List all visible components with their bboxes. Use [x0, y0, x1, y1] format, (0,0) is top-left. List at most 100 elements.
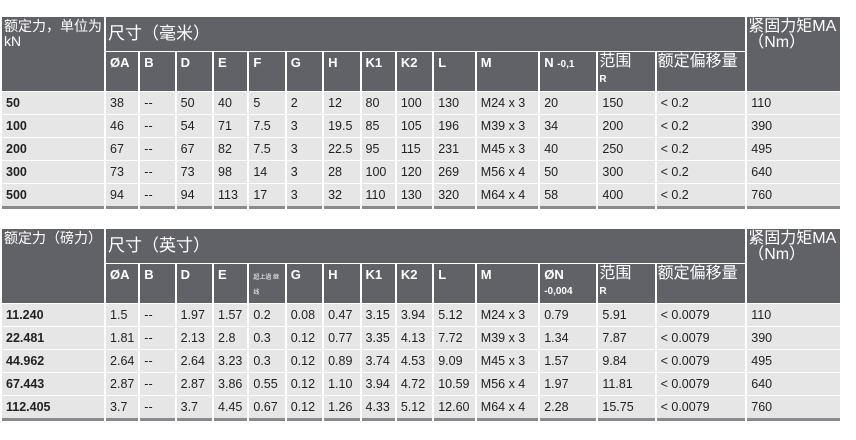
- table-cell: 98: [214, 161, 248, 183]
- table-cell: 3: [286, 184, 323, 209]
- table-cell: 73: [106, 161, 139, 183]
- table-cell: 82: [214, 138, 248, 160]
- range-column-header: 范围 R: [598, 264, 655, 303]
- table-cell: --: [140, 373, 175, 395]
- table-cell: 12.60: [434, 396, 475, 421]
- table-cell: 500: [2, 184, 105, 209]
- column-header: D: [176, 264, 213, 303]
- column-header-label: E: [218, 55, 227, 70]
- table-cell: --: [140, 115, 175, 137]
- table-cell: 0.2: [249, 304, 285, 326]
- table-row: 50 38 -- 50 40 5 2 12 80 100 130 M24 x 3 20 150 < 0.2 1…: [2, 92, 840, 114]
- table-cell: 2.87: [176, 373, 213, 395]
- table-cell: 495: [747, 138, 840, 160]
- table-cell: M45 x 3: [476, 138, 539, 160]
- n-label: ØN: [544, 267, 564, 282]
- torque-header: 紧固力矩MA（Nm）: [747, 17, 840, 91]
- column-header-label: K2: [400, 55, 418, 70]
- table-cell: 7.5: [249, 115, 285, 137]
- range-sub: R: [599, 286, 607, 297]
- table-cell: 14: [249, 161, 285, 183]
- table-cell: 2.87: [106, 373, 139, 395]
- table-cell: 0.12: [286, 327, 323, 349]
- column-header: K2: [396, 52, 433, 91]
- table-cell: 130: [434, 92, 475, 114]
- table-cell: 113: [214, 184, 248, 209]
- table-cell: 0.79: [540, 304, 597, 326]
- table-cell: 11.240: [2, 304, 105, 326]
- table-cell: 0.12: [286, 396, 323, 421]
- column-header-label: ØA: [110, 55, 130, 70]
- table-cell: --: [140, 396, 175, 421]
- column-header: E: [214, 52, 248, 91]
- table-cell: M56 x 4: [476, 373, 539, 395]
- table-row: 100 46 -- 54 71 7.5 3 19.5 85 105 196 M39 x 3 34 200 <…: [2, 115, 840, 137]
- table-cell: 300: [2, 161, 105, 183]
- table-cell: 640: [747, 161, 840, 183]
- range-sub: R: [599, 74, 607, 85]
- n-column-header: ØN -0,004: [540, 264, 597, 303]
- table-cell: 9.09: [434, 350, 475, 372]
- table-cell: 3.35: [361, 327, 395, 349]
- table-cell: 94: [106, 184, 139, 209]
- table-cell: 640: [747, 373, 840, 395]
- table-cell: 231: [434, 138, 475, 160]
- table-cell: 110: [747, 92, 840, 114]
- table-cell: 73: [176, 161, 213, 183]
- table-cell: 100: [396, 92, 433, 114]
- table-cell: 22.481: [2, 327, 105, 349]
- column-header-label: B: [144, 267, 154, 282]
- table-cell: 2.64: [176, 350, 213, 372]
- range-label: 范围: [599, 265, 632, 282]
- table-cell: < 0.2: [656, 115, 746, 137]
- table-cell: 0.12: [286, 373, 323, 395]
- table-cell: 0.3: [249, 327, 285, 349]
- column-header: D: [176, 52, 213, 91]
- table-cell: 200: [598, 115, 655, 137]
- table-cell: 0.47: [324, 304, 360, 326]
- table-cell: 3: [286, 115, 323, 137]
- range-column-header: 范围 R: [598, 52, 655, 91]
- table-cell: 3: [286, 138, 323, 160]
- column-header-row: ØA B D E F G H K1 K2 L M N -0,1 范围 R 额定偏移量: [2, 52, 840, 91]
- table-row: 11.240 1.5 -- 1.97 1.57 0.2 0.08 0.47 3.15 3.94 5.…: [2, 304, 840, 326]
- table-cell: --: [140, 327, 175, 349]
- table-cell: < 0.0079: [656, 373, 746, 395]
- table-cell: < 0.0079: [656, 350, 746, 372]
- table-cell: M64 x 4: [476, 396, 539, 421]
- column-header: ØA: [106, 264, 139, 303]
- n-tolerance: -0,004: [544, 286, 573, 297]
- table-cell: 5.12: [396, 396, 433, 421]
- table-cell: 1.34: [540, 327, 597, 349]
- table-cell: 34: [540, 115, 597, 137]
- table-cell: 0.3: [249, 350, 285, 372]
- table-cell: < 0.2: [656, 184, 746, 209]
- table-cell: 2.8: [214, 327, 248, 349]
- table-cell: 85: [361, 115, 395, 137]
- table-cell: 1.5: [106, 304, 139, 326]
- table-cell: 11.81: [598, 373, 655, 395]
- table-cell: 1.26: [324, 396, 360, 421]
- table-cell: --: [140, 184, 175, 209]
- table-cell: 300: [598, 161, 655, 183]
- table-cell: 1.81: [106, 327, 139, 349]
- table-cell: --: [140, 304, 175, 326]
- table-cell: 58: [540, 184, 597, 209]
- table-row: 22.481 1.81 -- 2.13 2.8 0.3 0.12 0.77 3.35 4.13 7.…: [2, 327, 840, 349]
- table-cell: 3.23: [214, 350, 248, 372]
- table-cell: 250: [598, 138, 655, 160]
- table-cell: 390: [747, 115, 840, 137]
- table-row: 44.962 2.64 -- 2.64 3.23 0.3 0.12 0.89 3.74 4.53 9…: [2, 350, 840, 372]
- column-header: L: [434, 264, 475, 303]
- table-cell: 390: [747, 327, 840, 349]
- table-cell: 50: [176, 92, 213, 114]
- table-cell: 3.74: [361, 350, 395, 372]
- column-header: K1: [361, 264, 395, 303]
- column-header: M: [476, 264, 539, 303]
- column-header: B: [140, 264, 175, 303]
- table-cell: M39 x 3: [476, 115, 539, 137]
- table-cell: 1.97: [540, 373, 597, 395]
- column-header-label: ØA: [110, 267, 130, 282]
- table-cell: 3.7: [176, 396, 213, 421]
- table-cell: 0.89: [324, 350, 360, 372]
